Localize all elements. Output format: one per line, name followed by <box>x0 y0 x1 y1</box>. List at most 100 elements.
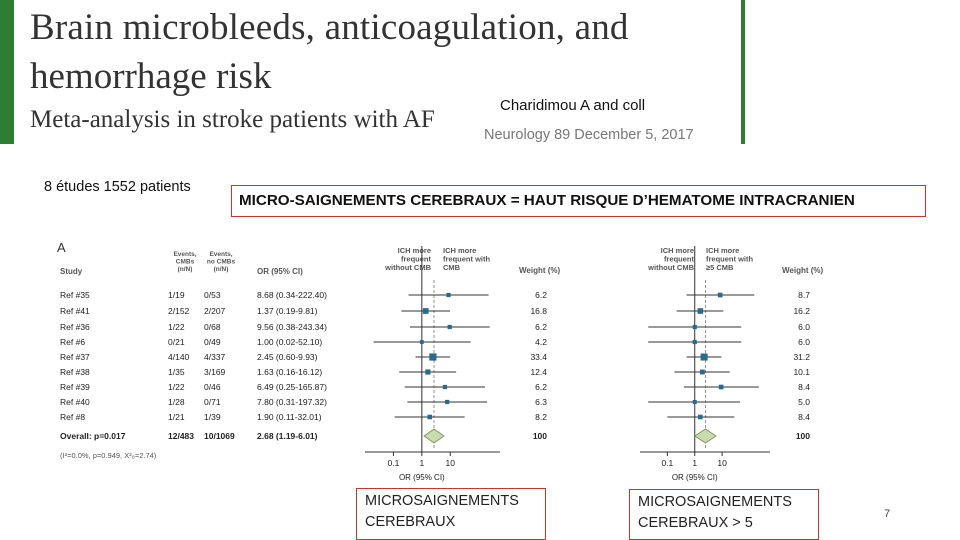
a-right-favor-label: frequent with <box>443 255 490 264</box>
b-left-favor-label: ICH more <box>661 246 694 255</box>
events-cmb: 1/22 <box>168 382 185 392</box>
events-cmb: 1/19 <box>168 290 185 300</box>
events-cmb: 1/35 <box>168 367 185 377</box>
events-no-cmb: 2/207 <box>204 306 226 316</box>
b-weight-value: 31.2 <box>793 352 810 362</box>
b-weight-value: 10.1 <box>793 367 810 377</box>
b-overall-diamond <box>694 428 717 444</box>
a-overall-diamond <box>423 428 445 444</box>
article-header: Brain microbleeds, anticoagulation, and … <box>0 0 745 144</box>
a-point-estimate <box>419 340 424 344</box>
page-number: 7 <box>884 508 891 520</box>
study-name: Ref #41 <box>60 306 90 316</box>
a-point-estimate <box>445 399 450 405</box>
events-no-cmb: 4/337 <box>204 352 226 362</box>
events-no-cmb: 0/68 <box>204 322 221 332</box>
events-cmb: 4/140 <box>168 352 190 362</box>
a-point-estimate <box>429 353 437 361</box>
b-point-estimate <box>700 353 708 361</box>
or-ci-text: 6.49 (0.25-165.87) <box>257 382 327 392</box>
a-weight-value: 6.2 <box>535 382 547 392</box>
a-right-favor-label: CMB <box>443 263 461 272</box>
caption-box-left: MICROSAIGNEMENTS CEREBRAUX <box>356 488 546 540</box>
conclusion-banner: MICRO-SAIGNEMENTS CEREBRAUX = HAUT RISQU… <box>231 185 926 217</box>
caption-right-line1: MICROSAIGNEMENTS <box>638 494 792 510</box>
a-overall-weight: 100 <box>533 431 547 441</box>
events-no-cmb: 1/39 <box>204 412 221 422</box>
studies-count-label: 8 études 1552 patients <box>44 179 191 195</box>
b-x-axis-label: OR (95% CI) <box>672 473 718 482</box>
b-weight-value: 16.2 <box>793 306 810 316</box>
a-x-axis-label: OR (95% CI) <box>399 473 445 482</box>
b-point-estimate <box>717 292 723 298</box>
a-weight-header: Weight (%) <box>519 266 561 275</box>
b-weight-header: Weight (%) <box>782 266 824 275</box>
b-point-estimate <box>718 384 724 390</box>
events-cmb: 1/22 <box>168 322 185 332</box>
study-name: Ref #37 <box>60 352 90 362</box>
events-cmb: 0/21 <box>168 337 185 347</box>
events-no-cmb: 0/53 <box>204 290 221 300</box>
or-ci-text: 9.56 (0.38-243.34) <box>257 322 327 332</box>
heterogeneity-stats: (I²=0.0%, p=0.949, X²₈=2.74) <box>60 451 157 460</box>
or-header: OR (95% CI) <box>257 267 303 276</box>
events-cmb-header: (n/N) <box>178 266 193 273</box>
b-point-estimate <box>699 369 705 375</box>
or-ci-text: 7.80 (0.31-197.32) <box>257 397 327 407</box>
article-title-line1: Brain microbleeds, anticoagulation, and <box>30 7 629 48</box>
or-ci-text: 2.45 (0.60-9.93) <box>257 352 318 362</box>
a-x-tick-label: 1 <box>419 458 424 468</box>
a-left-favor-label: frequent <box>401 255 432 264</box>
a-right-favor-label: ICH more <box>443 246 476 255</box>
overall-label: Overall: p=0.017 <box>60 431 126 441</box>
a-weight-value: 6.2 <box>535 322 547 332</box>
events-cmb: 1/28 <box>168 397 185 407</box>
b-x-tick-label: 1 <box>692 458 697 468</box>
a-weight-value: 33.4 <box>530 352 547 362</box>
a-weight-value: 6.2 <box>535 290 547 300</box>
b-weight-value: 6.0 <box>798 322 810 332</box>
a-point-estimate <box>442 384 448 390</box>
or-ci-text: 8.68 (0.34-222.40) <box>257 290 327 300</box>
b-overall-weight: 100 <box>796 431 810 441</box>
or-ci-text: 1.00 (0.02-52.10) <box>257 337 322 347</box>
events-no-cmb: 0/49 <box>204 337 221 347</box>
caption-left-line2: CEREBRAUX <box>365 514 456 530</box>
b-weight-value: 8.4 <box>798 382 810 392</box>
a-left-favor-label: ICH more <box>398 246 431 255</box>
study-name: Ref #39 <box>60 382 90 392</box>
b-point-estimate <box>692 399 697 405</box>
author-citation: Charidimou A and coll <box>500 97 646 114</box>
b-right-favor-label: frequent with <box>706 255 753 264</box>
a-weight-value: 8.2 <box>535 412 547 422</box>
caption-box-right: MICROSAIGNEMENTS CEREBRAUX > 5 <box>629 489 819 540</box>
overall-or-text: 2.68 (1.19-6.01) <box>257 431 318 441</box>
a-weight-value: 6.3 <box>535 397 547 407</box>
or-ci-text: 1.37 (0.19-9.81) <box>257 306 318 316</box>
overall-events-cmb: 12/483 <box>168 431 194 441</box>
or-ci-text: 1.63 (0.16-16.12) <box>257 367 322 377</box>
a-point-estimate <box>422 308 429 314</box>
a-x-tick-label: 0.1 <box>388 458 400 468</box>
a-x-tick-label: 10 <box>446 458 456 468</box>
journal-reference: Neurology 89 December 5, 2017 <box>484 127 694 143</box>
b-left-favor-label: frequent <box>664 255 695 264</box>
events-nocmb-header: (n/N) <box>214 266 229 273</box>
study-name: Ref #35 <box>60 290 90 300</box>
b-weight-value: 5.0 <box>798 397 810 407</box>
a-weight-value: 4.2 <box>535 337 547 347</box>
overall-events-no-cmb: 10/1069 <box>204 431 235 441</box>
a-left-favor-label: without CMB <box>384 263 431 272</box>
events-no-cmb: 0/46 <box>204 382 221 392</box>
a-point-estimate <box>425 369 431 375</box>
b-x-tick-label: 0.1 <box>661 458 673 468</box>
a-point-estimate <box>427 414 433 420</box>
b-point-estimate <box>698 414 703 420</box>
events-no-cmb: 0/71 <box>204 397 221 407</box>
b-point-estimate <box>697 308 704 314</box>
b-right-favor-label: ≥5 CMB <box>706 263 734 272</box>
b-weight-value: 8.7 <box>798 290 810 300</box>
study-name: Ref #40 <box>60 397 90 407</box>
article-title-line2: hemorrhage risk <box>30 56 272 97</box>
